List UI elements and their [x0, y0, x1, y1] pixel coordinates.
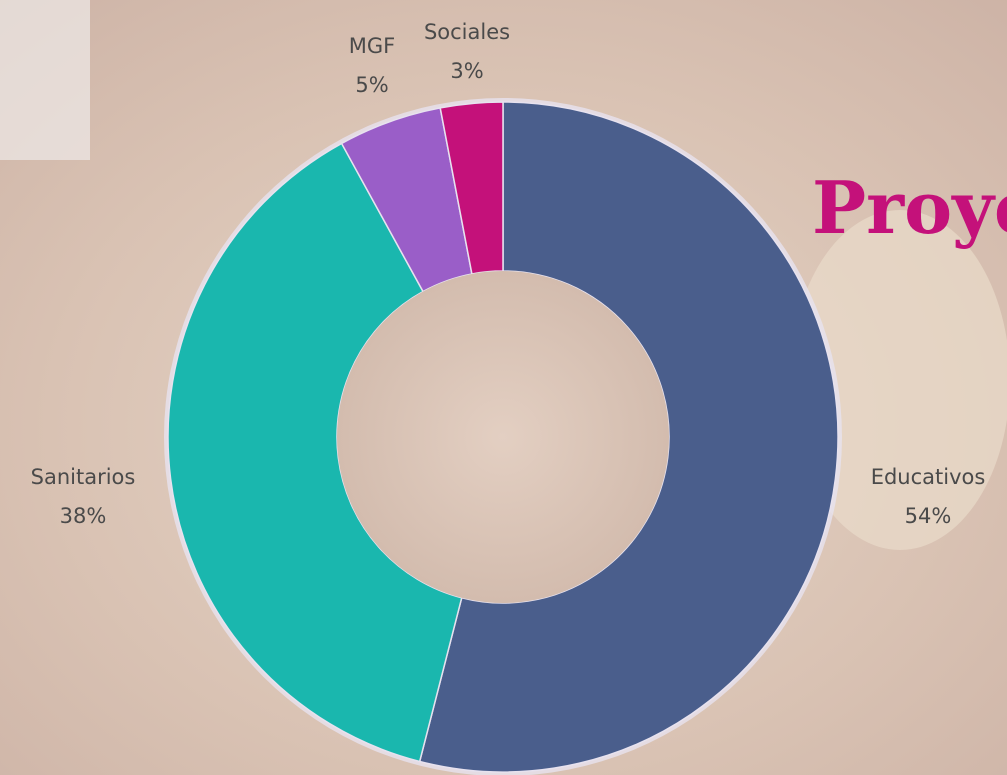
slice-name: MGF [349, 34, 395, 58]
background-light [0, 0, 90, 160]
chart-title: Proye [812, 165, 1007, 250]
background-hands [790, 210, 1007, 550]
slice [167, 142, 463, 763]
slices [167, 101, 839, 773]
slice-value-label: 54% [905, 504, 952, 528]
donut-hole [337, 271, 669, 603]
slice-value-label: 38% [60, 504, 107, 528]
slice-value-label: 5% [355, 73, 388, 97]
slice-value-label: 3% [450, 59, 483, 83]
slice-name: Educativos [871, 465, 986, 489]
slice-name: Sanitarios [31, 465, 136, 489]
slice-name: Sociales [424, 20, 510, 44]
